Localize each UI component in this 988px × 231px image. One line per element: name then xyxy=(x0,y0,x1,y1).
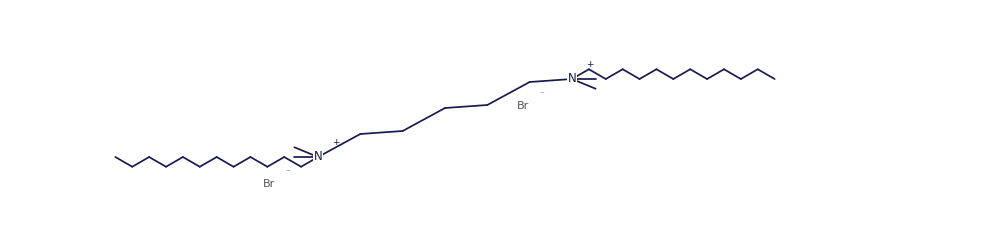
Text: N: N xyxy=(568,73,576,85)
Text: Br: Br xyxy=(263,179,276,189)
Text: +: + xyxy=(332,138,340,147)
Text: Br: Br xyxy=(517,101,530,111)
Text: +: + xyxy=(586,60,594,69)
Text: N: N xyxy=(313,151,322,164)
Text: ⁻: ⁻ xyxy=(539,90,543,99)
Text: ⁻: ⁻ xyxy=(285,168,289,177)
